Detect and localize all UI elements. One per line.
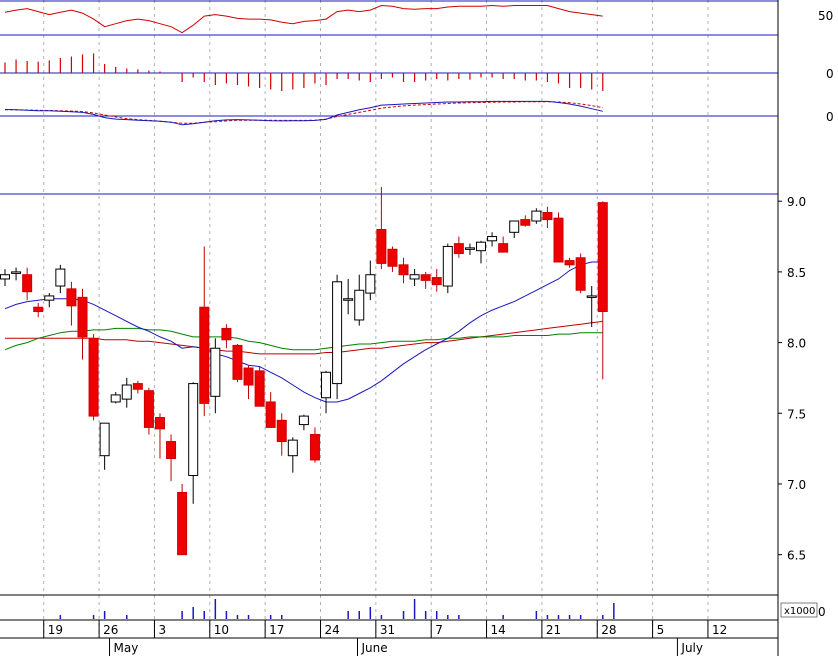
volume-tick: 0 — [818, 605, 826, 619]
candle-body — [531, 210, 542, 222]
price-tick-label: 8.5 — [787, 266, 806, 280]
candle-body — [0, 274, 10, 280]
date-label: 7 — [435, 623, 443, 637]
candle-body — [55, 268, 66, 287]
candle-body — [287, 439, 298, 457]
candle-body — [232, 344, 243, 380]
candle-body — [453, 243, 464, 255]
candle-body — [132, 383, 143, 390]
volume-unit: x1000 — [784, 606, 815, 617]
date-label: 3 — [158, 623, 166, 637]
candle-body — [564, 260, 575, 266]
candle-body — [387, 248, 398, 267]
candle-body — [199, 306, 210, 404]
price-tick-label: 7.5 — [787, 407, 806, 421]
candle-body — [166, 441, 177, 460]
date-label: 31 — [380, 623, 395, 637]
candle-body — [11, 271, 22, 274]
histogram-tick: 0 — [826, 67, 834, 81]
price-tick-label: 6.5 — [787, 549, 806, 563]
candle-body — [487, 236, 498, 242]
price-tick-label: 9.0 — [787, 195, 806, 209]
candle-body — [431, 277, 442, 286]
macd-line — [4, 100, 603, 126]
candle-body — [33, 306, 44, 312]
candle-body — [586, 295, 597, 298]
rsi-line — [4, 4, 603, 34]
candle-body — [365, 274, 376, 294]
date-label: 26 — [103, 623, 118, 637]
moving-averages — [4, 261, 603, 403]
month-label: July — [680, 641, 703, 655]
rsi-tick: 50 — [818, 9, 833, 23]
candle-body — [409, 274, 420, 280]
candle-body — [110, 394, 121, 403]
candle-body — [66, 288, 77, 307]
month-label: May — [114, 641, 139, 655]
date-label: 14 — [491, 623, 506, 637]
candle-body — [354, 289, 365, 321]
candle-body — [99, 422, 110, 457]
candle-body — [143, 390, 154, 428]
date-label: 10 — [214, 623, 229, 637]
candle-body — [321, 371, 332, 399]
date-label: 5 — [657, 623, 665, 637]
candle-body — [553, 217, 564, 263]
candle-body — [221, 327, 232, 341]
date-label: 21 — [546, 623, 561, 637]
candle-body — [210, 347, 221, 397]
date-label: 17 — [269, 623, 284, 637]
volume-bars — [59, 599, 615, 619]
candle-body — [464, 247, 475, 250]
date-label: 12 — [712, 623, 727, 637]
candle-body — [309, 433, 320, 461]
candle-body — [597, 202, 608, 312]
price-tick-label: 8.0 — [787, 337, 806, 351]
month-label: June — [360, 641, 387, 655]
candle-body — [298, 415, 309, 426]
ma-mid-line — [4, 327, 603, 351]
price-tick-label: 7.0 — [787, 478, 806, 492]
candle-body — [509, 220, 520, 233]
date-label: 28 — [601, 623, 616, 637]
candle-body — [188, 383, 199, 476]
volume-unit-box — [780, 602, 818, 618]
ma-long-line — [5, 320, 603, 355]
candle-body — [243, 367, 254, 386]
candle-body — [177, 491, 188, 556]
date-label: 24 — [324, 623, 339, 637]
candle-body — [121, 384, 132, 400]
candle-body — [22, 274, 33, 293]
candle-body — [420, 274, 431, 281]
macd-tick: 0 — [826, 110, 834, 124]
date-label: 19 — [48, 623, 63, 637]
candle-body — [398, 264, 409, 276]
candle-body — [332, 281, 343, 385]
candle-body — [254, 370, 265, 407]
candle-body — [542, 212, 553, 221]
indicator-panels — [4, 4, 604, 126]
candle-body — [265, 401, 276, 428]
candle-body — [88, 337, 99, 417]
candles — [0, 187, 608, 556]
candle-body — [77, 296, 88, 338]
candle-body — [498, 243, 509, 253]
candle-body — [154, 417, 165, 430]
candle-body — [44, 295, 55, 301]
candle-body — [442, 245, 453, 287]
ma-short-line — [4, 261, 603, 403]
candle-body — [343, 298, 354, 301]
signal-line — [5, 101, 603, 124]
candle-body — [276, 419, 287, 443]
candle-body — [476, 241, 487, 252]
candle-body — [376, 228, 387, 264]
candle-body — [575, 257, 586, 291]
axes: 9.0 8.5 8.0 7.5 7.0 6.5 19 26 3 10 17 24 31 7 14 21 28 5 1… — [43, 195, 806, 656]
candle-body — [520, 219, 531, 226]
